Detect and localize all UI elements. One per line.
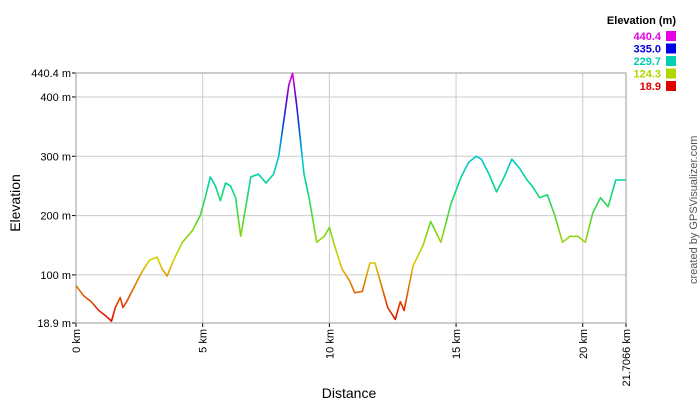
tick-labels: 18.9 m 100 m 200 m 300 m 400 m 440.4 m 0 km 5 k…	[31, 68, 633, 386]
credit-text: created by GPSVisualizer.com	[688, 136, 700, 284]
y-tick-label: 440.4 m	[31, 68, 71, 80]
x-tick-label: 15 km	[451, 329, 463, 359]
legend-title: Elevation (m)	[607, 15, 676, 27]
legend-entry-label: 229.7	[633, 56, 661, 68]
x-tick-label: 0 km	[71, 329, 83, 353]
legend-entry-label: 18.9	[640, 81, 661, 93]
x-tick-label: 10 km	[324, 329, 336, 359]
y-tick-label: 18.9 m	[37, 318, 71, 330]
legend-swatch	[666, 43, 676, 54]
plot-frame	[75, 72, 627, 324]
legend-entry-label: 440.4	[633, 31, 661, 43]
series-layer	[75, 72, 626, 323]
x-tick-label: 20 km	[578, 329, 590, 359]
x-tick-label: 21.7066 km	[621, 329, 633, 386]
axes-layer	[72, 72, 627, 327]
elevation-line	[75, 72, 626, 323]
y-tick-label: 300 m	[40, 151, 71, 163]
legend-entry-label: 124.3	[633, 69, 661, 81]
y-axis-title: Elevation	[7, 174, 23, 232]
x-axis-title: Distance	[322, 385, 377, 400]
y-tick-label: 400 m	[40, 92, 71, 104]
legend-swatch	[666, 31, 676, 41]
y-tick-label: 100 m	[40, 270, 71, 282]
y-tick-label: 200 m	[40, 211, 71, 223]
legend-swatch	[666, 81, 676, 91]
legend-swatch	[666, 56, 676, 66]
x-tick-label: 5 km	[198, 329, 210, 353]
legend-swatch	[666, 68, 676, 79]
legend-entry-label: 335.0	[633, 44, 661, 56]
